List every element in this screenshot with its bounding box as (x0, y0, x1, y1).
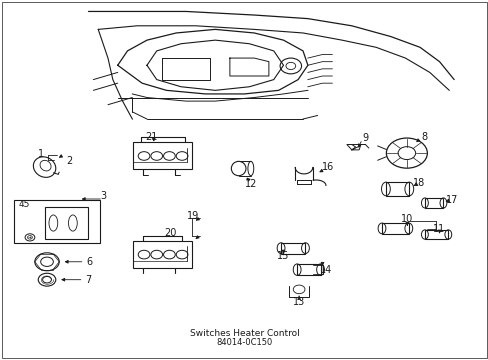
Bar (424, 230, 447, 239)
Text: 2: 2 (66, 156, 72, 166)
Bar (381, 223, 408, 234)
Text: 7: 7 (85, 275, 91, 285)
Text: 10: 10 (401, 215, 413, 224)
Text: 15: 15 (277, 251, 289, 261)
Bar (14, 200, 100, 243)
Text: 8: 8 (420, 132, 426, 142)
Bar (385, 182, 408, 196)
Text: 12: 12 (244, 179, 257, 189)
Text: 17: 17 (445, 195, 457, 206)
Text: 19: 19 (187, 211, 199, 221)
Text: 14: 14 (320, 265, 332, 275)
Bar (297, 264, 320, 275)
Text: 13: 13 (292, 297, 305, 307)
Text: 16: 16 (322, 162, 334, 172)
Text: 1: 1 (38, 149, 43, 159)
Text: 45: 45 (19, 200, 30, 209)
Text: 9: 9 (362, 133, 368, 143)
Text: Switches Heater Control: Switches Heater Control (189, 329, 299, 338)
Text: 6: 6 (87, 257, 93, 267)
Text: 18: 18 (412, 178, 425, 188)
Bar (424, 198, 443, 208)
Text: 3: 3 (100, 191, 106, 201)
Bar (281, 243, 305, 253)
Bar (44, 207, 88, 239)
Text: 21: 21 (145, 132, 158, 142)
Text: 84014-0C150: 84014-0C150 (216, 338, 272, 347)
Text: 20: 20 (164, 228, 176, 238)
Text: 11: 11 (432, 224, 445, 234)
